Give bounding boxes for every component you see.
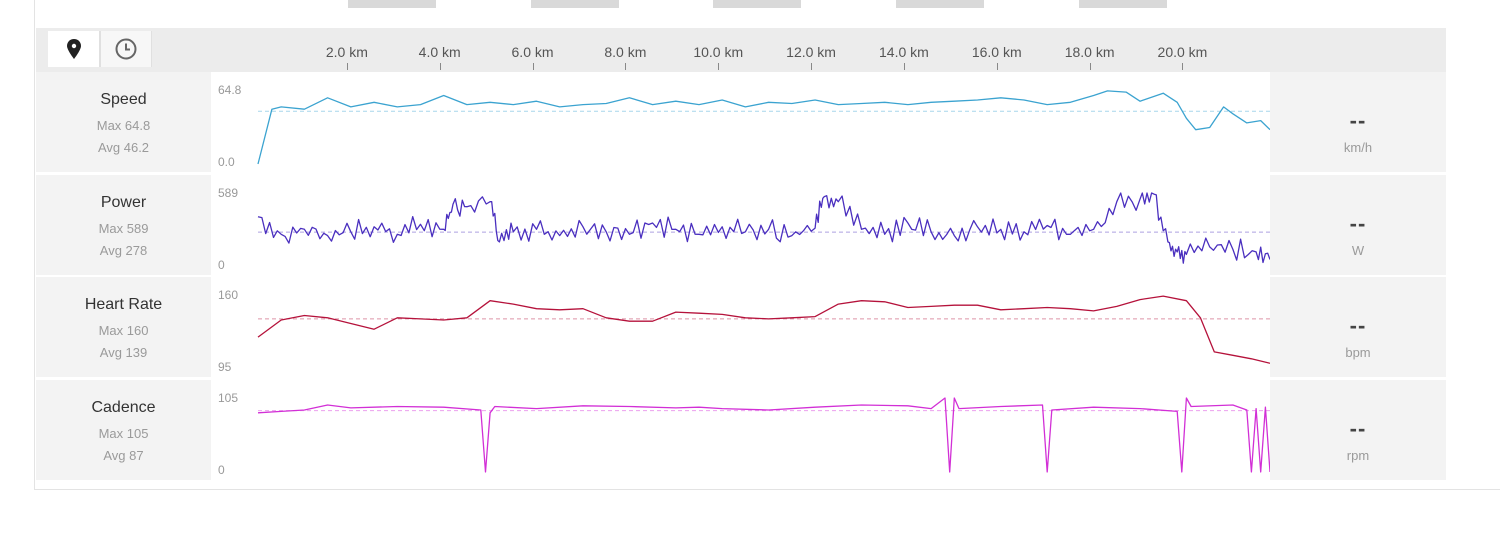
top-tab-1[interactable] — [348, 0, 436, 8]
speed-row: Speed Max 64.8 Avg 46.2 64.8 0.0 -- km/h — [36, 72, 1446, 172]
km-tick-label: 12.0 km — [786, 44, 836, 60]
analysis-panel — [34, 0, 1500, 490]
series-line — [257, 397, 1270, 473]
metric-avg: Avg 46.2 — [97, 140, 150, 155]
unit-label: bpm — [1345, 345, 1371, 360]
top-tab-4[interactable] — [896, 0, 984, 8]
y-max-label: 589 — [218, 186, 238, 200]
unit-label: rpm — [1346, 448, 1370, 463]
km-tick-mark — [346, 63, 348, 70]
y-min-label: 0.0 — [218, 155, 235, 169]
km-tick-mark — [1089, 63, 1091, 70]
power-plot[interactable]: 589 0 — [212, 175, 1270, 275]
y-max-label: 160 — [218, 288, 238, 302]
distance-mode-button[interactable] — [48, 31, 100, 67]
km-tick-label: 2.0 km — [325, 44, 368, 60]
heart-rate-summary: Heart Rate Max 160 Avg 139 — [36, 277, 211, 377]
metric-name: Cadence — [91, 399, 156, 416]
km-tick-label: 8.0 km — [604, 44, 647, 60]
metric-name: Heart Rate — [84, 296, 163, 313]
unit-label: km/h — [1343, 140, 1373, 155]
map-pin-icon — [66, 39, 81, 59]
series-line — [257, 90, 1270, 165]
cadence-plot[interactable]: 105 0 — [212, 380, 1270, 480]
km-tick-label: 16.0 km — [971, 44, 1022, 60]
unit-label: W — [1351, 243, 1365, 258]
metric-name: Power — [100, 194, 147, 211]
km-tick-label: 18.0 km — [1064, 44, 1115, 60]
km-tick-mark — [903, 63, 905, 70]
heart-rate-plot[interactable]: 160 95 — [212, 277, 1270, 377]
speed-plot[interactable]: 64.8 0.0 — [212, 72, 1270, 172]
km-tick-label: 10.0 km — [693, 44, 744, 60]
metric-max: Max 160 — [98, 323, 149, 338]
y-min-label: 0 — [218, 463, 225, 477]
metric-avg: Avg 87 — [103, 448, 144, 463]
power-summary: Power Max 589 Avg 278 — [36, 175, 211, 275]
current-value: -- — [1349, 416, 1367, 441]
distance-axis-header: 2.0 km 4.0 km 6.0 km 8.0 km 10.0 km 12.0 km 14… — [36, 28, 1446, 72]
km-tick-label: 14.0 km — [879, 44, 929, 60]
heart-rate-chart[interactable]: 160 95 — [212, 277, 1270, 377]
cadence-summary: Cadence Max 105 Avg 87 — [36, 380, 211, 480]
current-value: -- — [1349, 313, 1367, 338]
y-max-label: 105 — [218, 391, 238, 405]
speed-current: -- km/h — [1270, 72, 1446, 172]
power-current: -- W — [1270, 175, 1446, 275]
series-line — [257, 192, 1270, 264]
top-tab-2[interactable] — [531, 0, 619, 8]
metric-name: Speed — [100, 91, 147, 108]
metric-max: Max 589 — [98, 221, 149, 236]
metric-avg: Avg 139 — [99, 345, 148, 360]
km-tick-label: 6.0 km — [511, 44, 554, 60]
top-tab-5[interactable] — [1079, 0, 1167, 8]
km-tick-label: 4.0 km — [418, 44, 461, 60]
cadence-chart[interactable]: 105 0 — [212, 380, 1270, 480]
km-tick-mark — [439, 63, 441, 70]
power-row: Power Max 589 Avg 278 589 0 -- W — [36, 175, 1446, 275]
km-tick-mark — [718, 63, 720, 70]
current-value: -- — [1349, 108, 1367, 133]
metric-max: Max 105 — [98, 426, 149, 441]
heart-rate-row: Heart Rate Max 160 Avg 139 160 95 -- bpm — [36, 277, 1446, 377]
clock-icon — [115, 38, 137, 60]
cadence-row: Cadence Max 105 Avg 87 105 0 -- rpm — [36, 380, 1446, 480]
series-line — [257, 295, 1270, 364]
metric-avg: Avg 278 — [99, 243, 148, 258]
km-tick-mark — [811, 63, 813, 70]
power-chart[interactable]: 589 0 — [212, 175, 1270, 275]
cadence-current: -- rpm — [1270, 380, 1446, 480]
km-tick-label: 20.0 km — [1157, 44, 1208, 60]
km-tick-mark — [996, 63, 998, 70]
metric-max: Max 64.8 — [96, 118, 151, 133]
km-tick-mark — [625, 63, 627, 70]
y-min-label: 95 — [218, 360, 232, 374]
km-tick-mark — [1182, 63, 1184, 70]
current-value: -- — [1349, 211, 1367, 236]
speed-summary: Speed Max 64.8 Avg 46.2 — [36, 72, 211, 172]
top-tab-3[interactable] — [713, 0, 801, 8]
time-mode-button[interactable] — [100, 31, 152, 67]
y-max-label: 64.8 — [218, 83, 242, 97]
km-tick-mark — [532, 63, 534, 70]
speed-chart[interactable]: 64.8 0.0 — [212, 72, 1270, 172]
heart-rate-current: -- bpm — [1270, 277, 1446, 377]
y-min-label: 0 — [218, 258, 225, 272]
